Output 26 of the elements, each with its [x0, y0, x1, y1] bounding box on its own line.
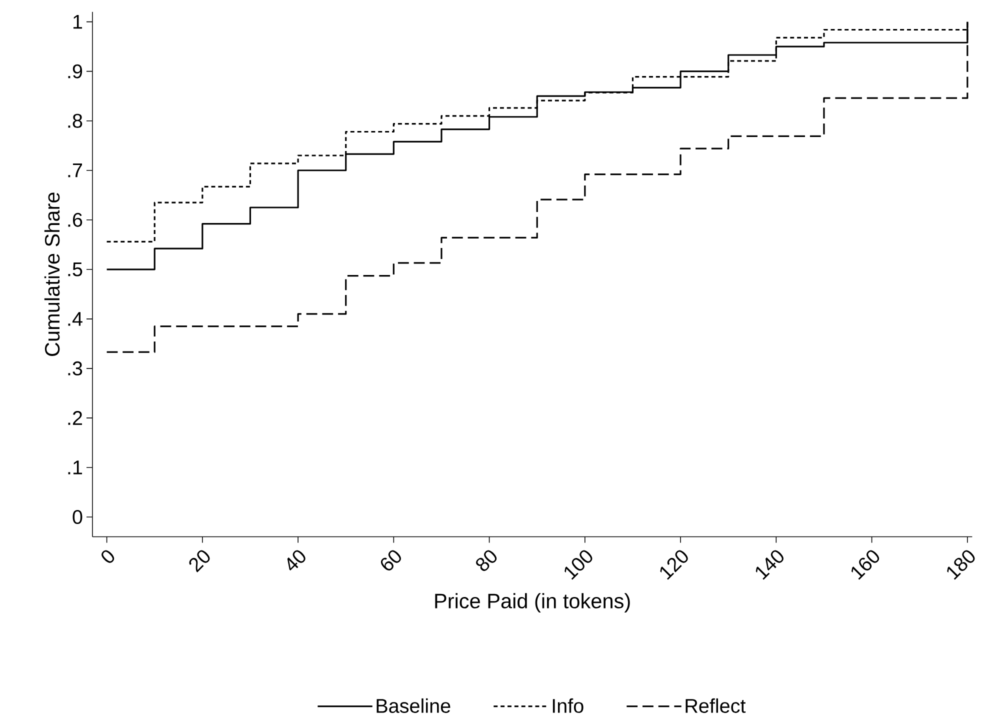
x-tick-label: 100	[564, 550, 592, 580]
x-tick-label: 80	[476, 550, 497, 571]
y-tick-label: .4	[68, 312, 82, 326]
x-tick-label: 40	[287, 550, 306, 570]
y-axis-title: Cumulative Share	[44, 192, 60, 356]
x-tick-label: 60	[380, 550, 401, 570]
y-tick-label: .9	[68, 64, 82, 78]
legend-label: Reflect	[686, 698, 746, 713]
x-tick-label: 0	[102, 550, 114, 563]
y-tick-label: 1	[73, 14, 82, 29]
legend-label: Info	[552, 698, 584, 713]
y-tick-label: .8	[68, 114, 82, 128]
y-tick-label: .6	[68, 212, 82, 227]
x-axis-title: Price Paid (in tokens)	[435, 593, 630, 612]
x-tick-label: 160	[851, 550, 880, 580]
legend-label: Baseline	[376, 698, 450, 713]
y-tick-label: .5	[68, 262, 82, 276]
x-tick-label: 20	[189, 550, 210, 572]
y-tick-label: .7	[68, 163, 82, 178]
y-tick-label: 0	[72, 510, 82, 524]
y-tick-label: .1	[68, 460, 82, 474]
y-tick-label: .2	[68, 410, 82, 425]
x-tick-label: 180	[947, 550, 975, 580]
x-tick-label: 140	[756, 550, 784, 580]
x-tick-label: 120	[660, 550, 688, 580]
y-tick-label: .3	[68, 361, 82, 376]
